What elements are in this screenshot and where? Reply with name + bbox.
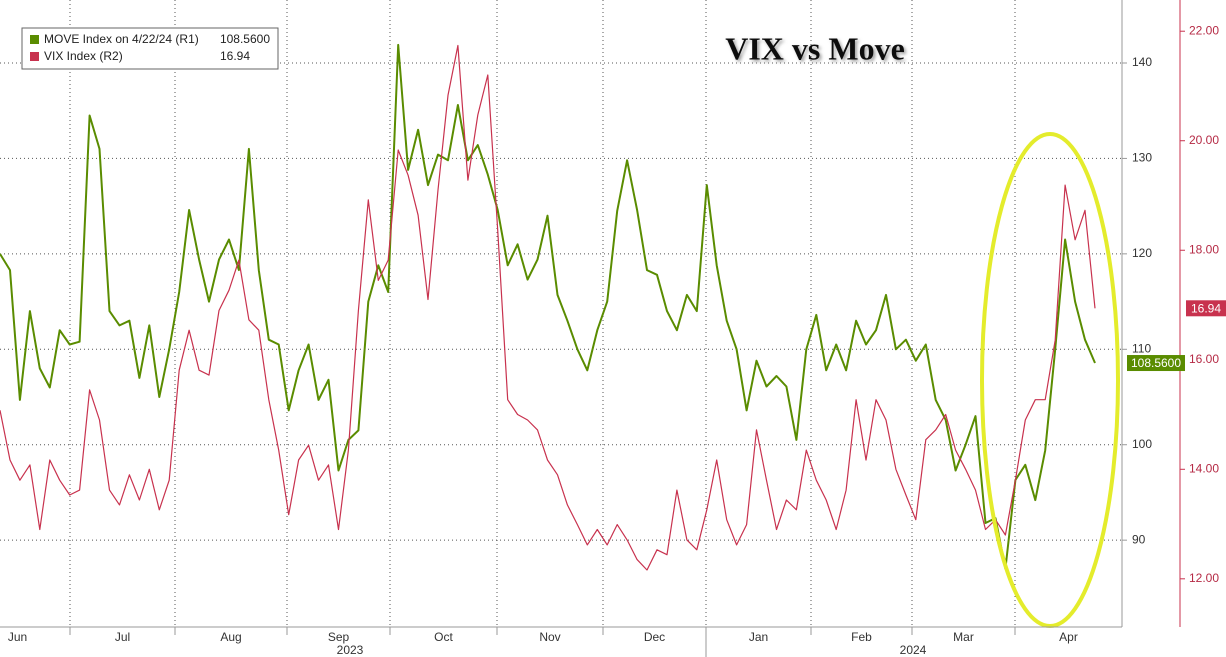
legend-label: VIX Index (R2): [44, 49, 123, 63]
y2-tick-label: 16.00: [1189, 352, 1219, 366]
x-tick-label: Sep: [328, 630, 350, 644]
x-tick-label: Jan: [749, 630, 768, 644]
x-tick-label: Apr: [1059, 630, 1078, 644]
legend-value: 16.94: [220, 49, 250, 63]
legend-value: 108.5600: [220, 32, 270, 46]
last-value-label: 108.5600: [1131, 356, 1181, 370]
y2-tick-label: 12.00: [1189, 571, 1219, 585]
x-tick-label: Nov: [539, 630, 560, 644]
lines: [0, 43, 1096, 571]
y2-tick-label: 20.00: [1189, 133, 1219, 147]
highlight-ellipse: [980, 132, 1120, 628]
y-tick-label: 110: [1132, 341, 1151, 355]
x-tick-label: Jun: [8, 630, 27, 644]
y-tick-label: 120: [1132, 246, 1152, 260]
y2-tick-label: 14.00: [1189, 461, 1219, 475]
grid: [0, 0, 1122, 627]
legend-swatch: [30, 52, 39, 61]
x-year-label: 2024: [900, 643, 927, 657]
x-tick-label: Aug: [220, 630, 241, 644]
y-tick-label: 90: [1132, 532, 1146, 546]
legend-box: [21, 27, 279, 70]
y-tick-label: 140: [1132, 55, 1152, 69]
x-tick-label: Feb: [851, 630, 872, 644]
x-year-label: 2023: [337, 643, 364, 657]
y2-tick-label: 22.00: [1189, 23, 1219, 37]
last-value-label: 16.94: [1191, 301, 1221, 315]
x-tick-label: Oct: [434, 630, 453, 644]
y-tick-label: 130: [1132, 151, 1152, 165]
last-value-tag: [1186, 300, 1226, 317]
y2-tick-label: 18.00: [1189, 242, 1219, 256]
series-line: [0, 43, 1096, 570]
last-value-tag: [1127, 355, 1185, 372]
legend: MOVE Index on 4/22/24 (R1) 108.5600 VIX …: [21, 27, 279, 70]
legend-label: MOVE Index on 4/22/24 (R1): [44, 32, 199, 46]
chart-title: VIX vs Move: [725, 30, 905, 66]
series-line: [0, 44, 1096, 571]
x-tick-label: Jul: [115, 630, 130, 644]
y-tick-label: 100: [1132, 437, 1152, 451]
x-tick-label: Mar: [953, 630, 974, 644]
x-tick-label: Dec: [644, 630, 665, 644]
legend-swatch: [30, 35, 39, 44]
